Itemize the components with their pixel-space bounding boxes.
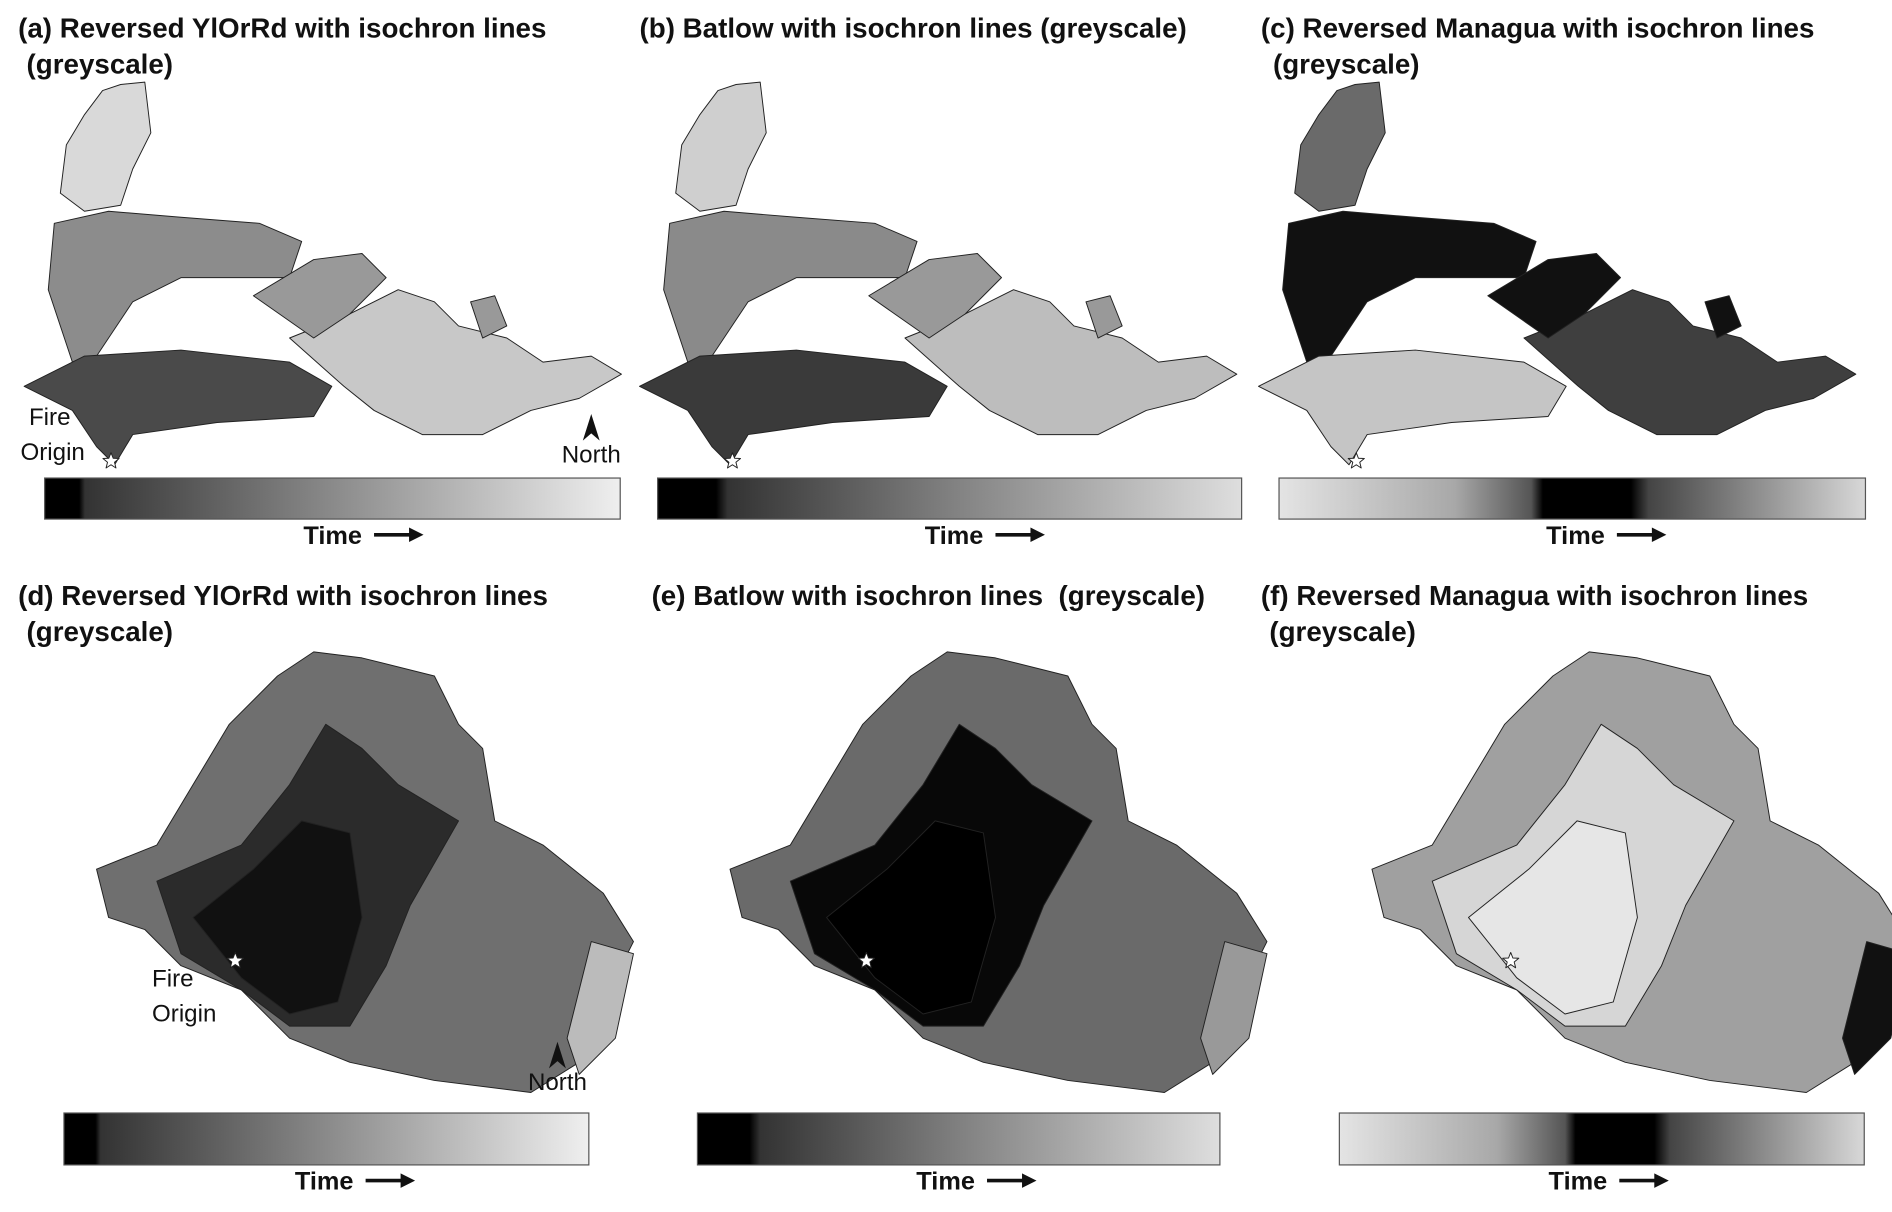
fire-origin-label: Origin <box>21 439 85 466</box>
isochron-region <box>663 210 918 363</box>
isochron-region <box>1842 941 1892 1075</box>
isochron-region <box>1487 253 1621 339</box>
isochron-region <box>1294 81 1386 212</box>
map-panel <box>639 81 1238 469</box>
colorbar-label: Time <box>295 1168 354 1196</box>
panel-title: (greyscale) <box>27 49 174 80</box>
colorbar-label: Time <box>925 522 984 550</box>
map-panel <box>1258 81 1857 469</box>
colorbar <box>657 477 1243 520</box>
isochron-region <box>192 820 363 1015</box>
fire-origin-star <box>102 452 120 469</box>
isochron-region <box>470 295 508 339</box>
colorbar-label: Time <box>1549 1168 1608 1196</box>
fire-origin-star <box>226 951 244 969</box>
fire-map <box>1371 651 1892 1093</box>
fire-origin-star <box>723 452 741 469</box>
time-arrowhead <box>409 527 424 543</box>
fire-map <box>23 81 622 466</box>
isochron-region <box>252 253 387 339</box>
isochron-region <box>23 349 333 466</box>
time-arrowhead <box>1022 1173 1037 1188</box>
isochron-region <box>868 253 1002 339</box>
fire-map <box>1258 81 1857 466</box>
fire-origin-star <box>857 951 875 969</box>
colorbar <box>1278 477 1867 520</box>
isochron-region <box>566 941 634 1075</box>
panel-title: (e) Batlow with isochron lines (greyscal… <box>652 580 1205 611</box>
time-arrowhead <box>1651 527 1667 543</box>
isochron-region <box>1085 295 1123 339</box>
colorbar-label: Time <box>916 1168 975 1196</box>
time-arrowhead <box>1654 1173 1669 1188</box>
colorbar <box>696 1112 1221 1166</box>
north-label: North <box>562 441 621 468</box>
map-panel <box>96 651 634 1093</box>
isochron-region <box>675 81 767 212</box>
panel-title: (greyscale) <box>1269 616 1416 647</box>
panel-title: (a) Reversed YlOrRd with isochron lines <box>18 13 546 44</box>
north-arrow <box>549 1041 566 1069</box>
colorbar-label: Time <box>1546 522 1605 550</box>
panel-title: (greyscale) <box>1273 49 1420 80</box>
colorbar <box>63 1112 590 1166</box>
map-panel <box>1371 651 1892 1093</box>
isochron-region <box>1523 289 1857 436</box>
fire-origin-label: Fire <box>152 965 194 992</box>
time-arrowhead <box>400 1173 416 1188</box>
colorbar-label: Time <box>303 522 362 550</box>
isochron-region <box>59 81 152 212</box>
fire-map <box>96 651 634 1093</box>
panel-title: (f) Reversed Managua with isochron lines <box>1261 580 1808 611</box>
isochron-region <box>639 349 948 466</box>
isochron-region <box>289 289 622 436</box>
fire-origin-label: Origin <box>152 1000 216 1027</box>
fire-origin-star <box>1502 951 1520 969</box>
isochron-region <box>1282 210 1537 363</box>
colorbar <box>44 477 621 520</box>
isochron-region <box>1200 941 1268 1075</box>
time-arrowhead <box>1030 527 1045 543</box>
panel-title: (b) Batlow with isochron lines (greyscal… <box>640 13 1187 44</box>
isochron-region <box>1467 820 1638 1015</box>
map-panel <box>23 81 622 469</box>
fire-origin-label: Fire <box>29 404 71 431</box>
map-panel <box>729 651 1268 1093</box>
isochron-region <box>47 210 303 363</box>
isochron-region <box>1704 295 1742 339</box>
isochron-region <box>904 289 1238 436</box>
fire-map <box>729 651 1268 1093</box>
fire-map <box>639 81 1238 466</box>
fire-origin-star <box>1347 452 1365 469</box>
panel-title: (d) Reversed YlOrRd with isochron lines <box>18 580 548 611</box>
north-label: North <box>528 1069 587 1096</box>
isochron-region <box>1258 349 1567 466</box>
colorbar <box>1338 1112 1865 1166</box>
north-arrow <box>582 414 600 441</box>
panel-title: (greyscale) <box>27 616 174 647</box>
panel-title: (c) Reversed Managua with isochron lines <box>1261 13 1814 44</box>
